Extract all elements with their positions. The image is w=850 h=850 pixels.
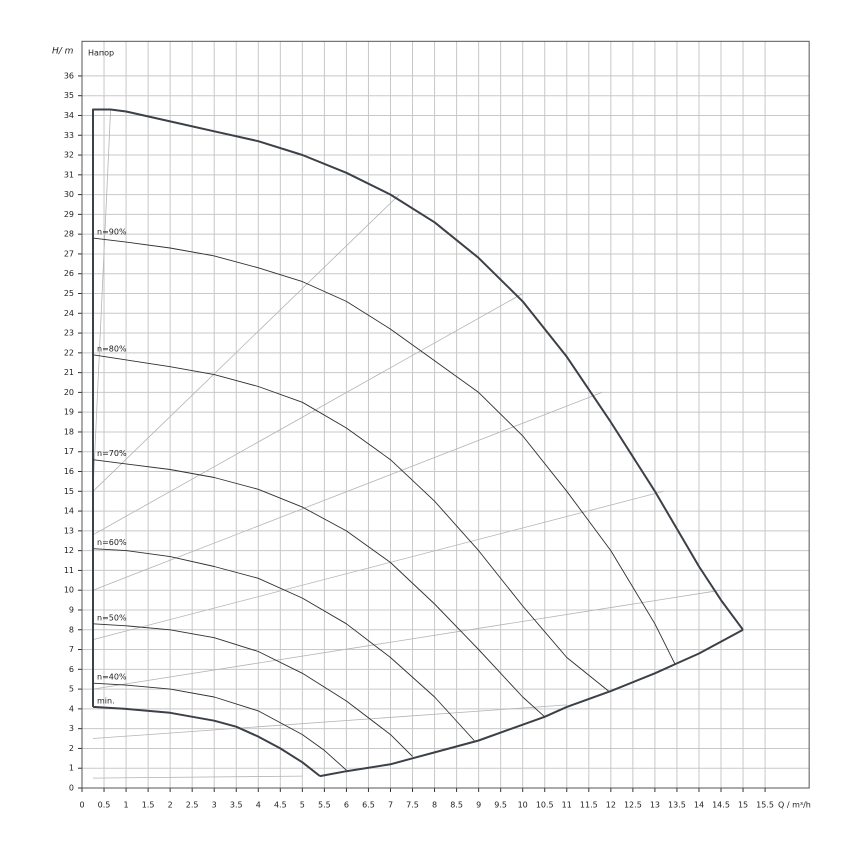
curve-label: n=90%	[97, 228, 127, 237]
x-tick-label: 1.5	[142, 801, 155, 810]
y-tick-label: 11	[64, 566, 74, 575]
x-tick-label: 0.5	[98, 801, 111, 810]
x-tick-label: 0	[79, 801, 84, 810]
y-tick-label: 6	[69, 665, 74, 674]
y-tick-label: 24	[64, 309, 74, 318]
y-tick-label: 17	[64, 447, 74, 456]
x-tick-label: 14.5	[712, 801, 730, 810]
x-tick-label: 4.5	[274, 801, 287, 810]
x-tick-label: 10.5	[536, 801, 554, 810]
y-tick-label: 15	[64, 487, 74, 496]
x-tick-label: 5.5	[318, 801, 331, 810]
x-tick-label: 12	[606, 801, 616, 810]
curve	[92, 459, 546, 718]
curve-label: n=50%	[97, 613, 127, 622]
curve	[92, 354, 609, 692]
curve	[92, 548, 475, 741]
curve	[92, 775, 303, 779]
curve	[92, 705, 321, 777]
x-tick-label: 6	[344, 801, 349, 810]
y-tick-label: 14	[64, 507, 74, 516]
x-tick-label: 8.5	[450, 801, 463, 810]
curve	[92, 293, 523, 536]
y-tick-label: 36	[64, 71, 74, 80]
y-tick-label: 12	[64, 546, 74, 555]
curve	[92, 623, 413, 757]
x-tick-label: 7	[388, 801, 393, 810]
y-tick-label: 1	[69, 764, 74, 773]
y-tick-label: 19	[64, 408, 74, 417]
y-tick-label: 4	[69, 704, 74, 713]
curve	[92, 490, 664, 640]
curve	[92, 237, 676, 664]
y-tick-label: 9	[69, 605, 74, 614]
y-tick-label: 26	[64, 269, 74, 278]
x-tick-label: 13.5	[668, 801, 686, 810]
x-tick-label: 3.5	[230, 801, 243, 810]
x-tick-label: 3	[212, 801, 217, 810]
x-tick-label: 1	[124, 801, 129, 810]
x-tick-label: 11.5	[580, 801, 598, 810]
y-tick-label: 22	[64, 348, 74, 357]
x-tick-label: 10	[518, 801, 528, 810]
y-tick-label: 10	[64, 586, 74, 595]
y-tick-label: 16	[64, 467, 74, 476]
y-tick-label: 5	[69, 685, 74, 694]
curve-label: n=70%	[97, 449, 127, 458]
y-tick-label: 2	[69, 744, 74, 753]
y-tick-label: 29	[64, 210, 74, 219]
y-tick-label: 34	[64, 111, 74, 120]
x-tick-label: 2.5	[186, 801, 199, 810]
x-tick-label: 14	[694, 801, 704, 810]
curve	[92, 704, 567, 739]
y-tick-label: 13	[64, 526, 74, 535]
y-tick-label: 0	[69, 784, 74, 793]
y-tick-label: 18	[64, 427, 74, 436]
x-tick-label: 15.5	[756, 801, 774, 810]
plot-frame	[81, 40, 810, 789]
y-tick-label: 25	[64, 289, 74, 298]
curve-label: n=40%	[97, 673, 127, 682]
curve	[92, 392, 603, 591]
x-tick-label: 12.5	[624, 801, 642, 810]
y-tick-label: 8	[69, 625, 74, 634]
y-tick-label: 7	[69, 645, 74, 654]
y-tick-label: 27	[64, 249, 74, 258]
y-tick-label: 3	[69, 724, 74, 733]
chart-title: Напор	[88, 49, 114, 58]
y-tick-label: 35	[64, 91, 74, 100]
curve	[319, 628, 744, 778]
y-tick-label: 21	[64, 368, 74, 377]
curve-label: n=80%	[97, 344, 127, 353]
y-tick-label: 28	[64, 230, 74, 239]
y-axis-label: H/ m	[52, 47, 74, 57]
x-tick-label: 9.5	[494, 801, 507, 810]
curve-label: min.	[97, 696, 115, 705]
x-tick-label: 7.5	[406, 801, 419, 810]
y-tick-label: 31	[64, 170, 74, 179]
y-tick-label: 33	[64, 131, 74, 140]
x-tick-label: 15	[738, 801, 748, 810]
x-tick-label: 4	[256, 801, 261, 810]
x-tick-label: 2	[168, 801, 173, 810]
y-tick-label: 23	[64, 329, 74, 338]
curve	[92, 682, 347, 771]
x-tick-label: 5	[300, 801, 305, 810]
curve-label: n=60%	[97, 538, 127, 547]
x-tick-label: 8	[432, 801, 437, 810]
x-tick-label: 9	[476, 801, 481, 810]
x-tick-label: 13	[650, 801, 660, 810]
y-tick-label: 30	[64, 190, 74, 199]
curve	[92, 109, 111, 492]
curve	[92, 589, 722, 690]
curve	[92, 194, 400, 492]
y-tick-label: 32	[64, 151, 74, 160]
x-tick-label: 11	[562, 801, 572, 810]
x-axis-label: Q / m³/h	[778, 801, 811, 810]
x-tick-label: 6.5	[362, 801, 375, 810]
y-tick-label: 20	[64, 388, 74, 397]
curve	[92, 108, 744, 707]
